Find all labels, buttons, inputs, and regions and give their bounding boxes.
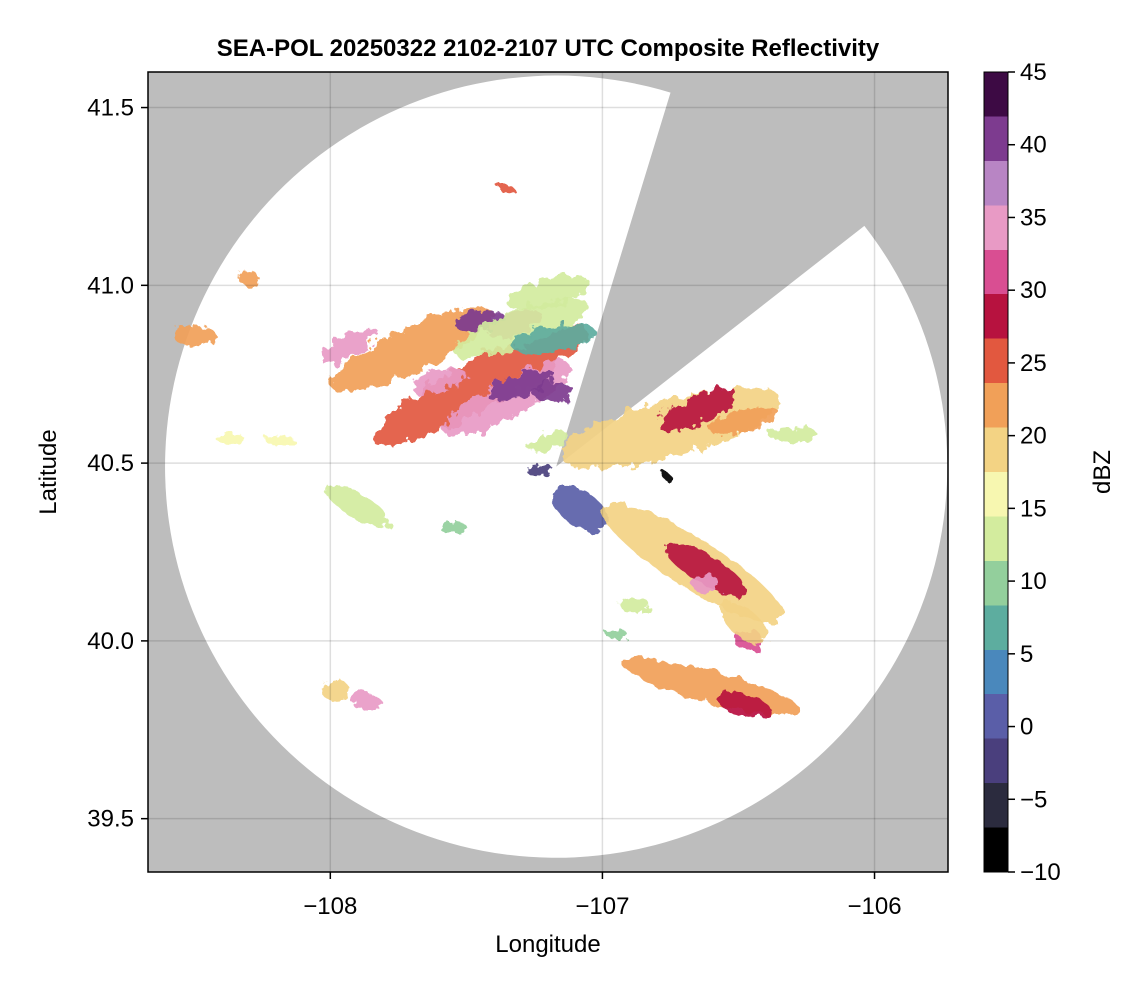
- reflectivity-echo: [238, 271, 260, 286]
- colorbar-label: dBZ: [1089, 450, 1116, 494]
- reflectivity-echo: [326, 484, 389, 527]
- reflectivity-echo: [351, 692, 380, 711]
- reflectivity-echo: [321, 327, 378, 365]
- colorbar-tick-label: 40: [1020, 132, 1047, 159]
- colorbar-tick-label: 5: [1020, 641, 1033, 668]
- reflectivity-echo: [330, 307, 494, 392]
- x-tick-label: −106: [847, 893, 901, 920]
- colorbar-tick-label: 0: [1020, 714, 1033, 741]
- colorbar-tick-label: 45: [1020, 59, 1047, 86]
- y-axis-label: Latitude: [35, 429, 62, 514]
- reflectivity-echo: [453, 298, 588, 358]
- reflectivity-echo: [500, 185, 515, 193]
- reflectivity-echo: [665, 543, 747, 596]
- x-tick-label: −108: [303, 893, 357, 920]
- reflectivity-echo: [552, 485, 609, 533]
- colorbar-tick-label: −10: [1020, 859, 1061, 886]
- reflectivity-echo: [438, 521, 467, 533]
- y-tick-label: 41.0: [87, 272, 134, 299]
- reflectivity-echo: [506, 274, 590, 311]
- reflectivity-echo: [620, 596, 650, 615]
- colorbar-tick-label: 15: [1020, 495, 1047, 522]
- reflectivity-echo: [525, 464, 555, 476]
- reflectivity-echo: [664, 473, 672, 481]
- reflectivity-echo: [372, 324, 588, 446]
- y-tick-label: 39.5: [87, 806, 134, 833]
- reflectivity-echo: [215, 432, 244, 444]
- reflectivity-echo: [720, 601, 768, 645]
- reflectivity-echo: [411, 368, 467, 394]
- reflectivity-echo: [716, 692, 772, 718]
- reflectivity-echo: [321, 680, 350, 702]
- reflectivity-echo: [511, 324, 596, 353]
- reflectivity-echo: [658, 387, 737, 432]
- plot-frame: [147, 71, 949, 873]
- y-tick-label: 40.0: [87, 628, 134, 655]
- reflectivity-echo: [172, 324, 216, 346]
- reflectivity-echoes: [172, 185, 818, 718]
- x-axis-ticks: −108 −107 −106: [303, 872, 902, 920]
- reflectivity-echo: [527, 430, 569, 453]
- colorbar-ticks: −10 −5 0 5 10 15 20 25 30 35 40 45: [1008, 59, 1061, 886]
- reflectivity-echo: [709, 406, 779, 435]
- colorbar: [983, 71, 1009, 873]
- colorbar-tick-label: −5: [1020, 786, 1047, 813]
- reflectivity-echo: [532, 381, 575, 403]
- x-axis-label: Longitude: [495, 931, 600, 958]
- reflectivity-echo: [487, 369, 555, 401]
- colorbar-tick-label: 25: [1020, 350, 1047, 377]
- y-tick-label: 41.5: [87, 95, 134, 122]
- reflectivity-echo: [691, 575, 721, 593]
- colorbar-tick-label: 10: [1020, 568, 1047, 595]
- x-tick-label: −107: [575, 893, 629, 920]
- y-tick-label: 40.5: [87, 450, 134, 477]
- colorbar-tick-label: 35: [1020, 204, 1047, 231]
- reflectivity-echo: [768, 427, 818, 442]
- chart-title: SEA-POL 20250322 2102-2107 UTC Composite…: [217, 35, 880, 62]
- radar-coverage-area: [165, 75, 948, 858]
- colorbar-tick-label: 20: [1020, 423, 1047, 450]
- reflectivity-echo: [605, 628, 627, 640]
- colorbar-tick-label: 30: [1020, 277, 1047, 304]
- grid-lines: [148, 72, 948, 872]
- reflectivity-echo: [267, 436, 296, 448]
- y-axis-ticks: 39.5 40.0 40.5 41.0 41.5: [87, 95, 148, 833]
